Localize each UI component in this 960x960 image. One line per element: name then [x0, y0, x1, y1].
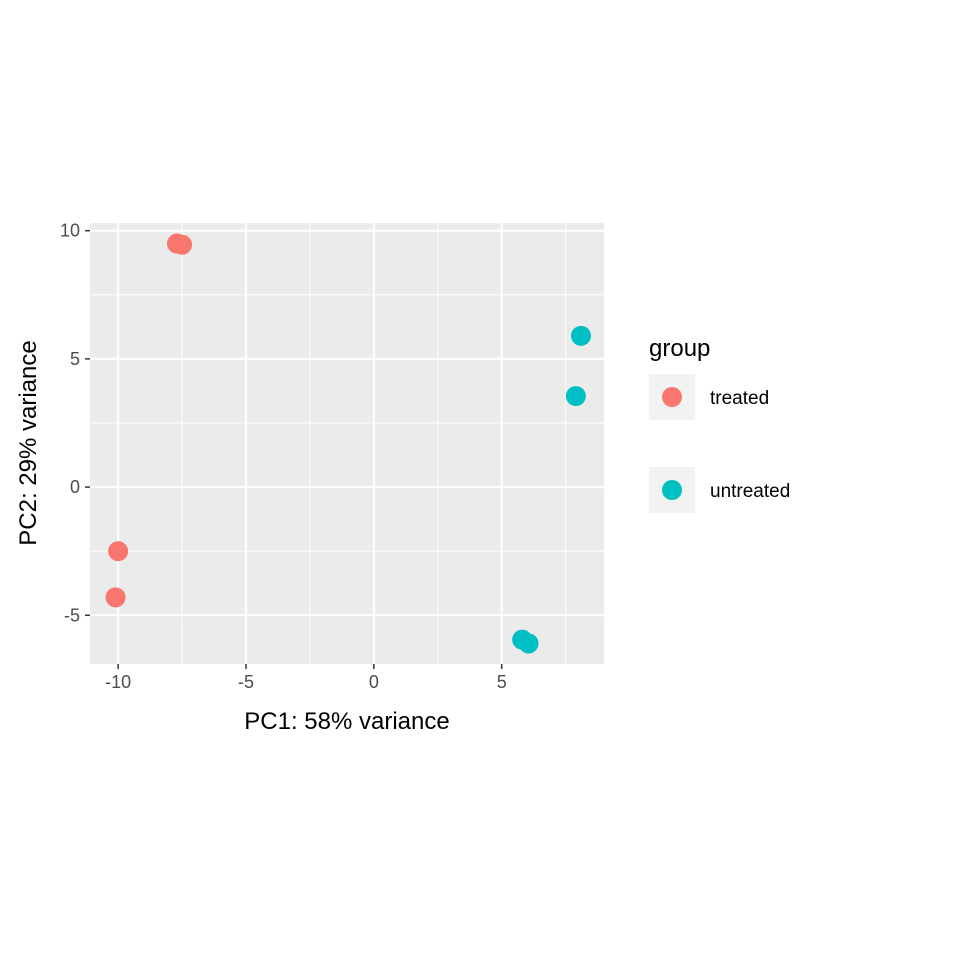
- panel-background: [90, 223, 604, 664]
- legend-title: group: [649, 335, 710, 362]
- x-axis: -10 -5 0 5: [105, 664, 507, 692]
- legend: group treated untreated: [649, 335, 790, 513]
- data-points: [105, 233, 591, 654]
- data-point-untreated: [518, 633, 539, 654]
- data-point-untreated: [565, 386, 586, 407]
- minor-gridlines: [90, 223, 604, 664]
- y-tick-label: -5: [64, 605, 80, 625]
- y-axis-title: PC2: 29% variance: [15, 340, 42, 545]
- major-gridlines: [90, 223, 604, 664]
- y-tick-label: 10: [60, 221, 80, 241]
- x-tick-label: -5: [238, 672, 254, 692]
- data-point-untreated: [570, 325, 591, 346]
- y-axis: -5 0 5 10: [60, 221, 90, 625]
- data-point-treated: [108, 541, 129, 562]
- legend-key-untreated: [662, 480, 682, 500]
- x-axis-title: PC1: 58% variance: [244, 708, 449, 735]
- legend-label-untreated: untreated: [710, 481, 790, 502]
- x-tick-label: 0: [369, 672, 379, 692]
- y-tick-label: 0: [70, 477, 80, 497]
- data-point-treated: [105, 587, 126, 608]
- legend-label-treated: treated: [710, 388, 769, 409]
- x-tick-label: -10: [105, 672, 131, 692]
- y-tick-label: 5: [70, 349, 80, 369]
- legend-key-treated: [662, 387, 682, 407]
- data-point-treated: [172, 234, 193, 255]
- x-tick-label: 5: [497, 672, 507, 692]
